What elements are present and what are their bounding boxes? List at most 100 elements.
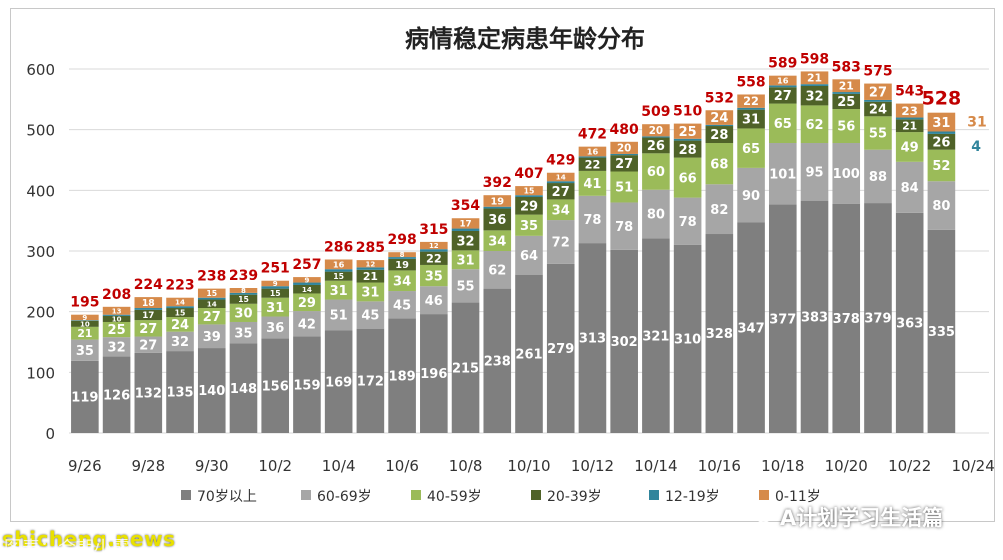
bar-segment xyxy=(642,124,670,137)
data-label: 302 xyxy=(611,335,638,350)
data-label: 32 xyxy=(457,234,475,249)
bar-segment xyxy=(102,337,131,357)
callout-label: 4 xyxy=(971,139,981,155)
bar-segment xyxy=(610,249,638,433)
x-tick-label: 10/20 xyxy=(825,457,868,475)
y-tick-label: 300 xyxy=(26,243,55,261)
bar-segment xyxy=(673,140,702,158)
data-label: 378 xyxy=(833,312,860,327)
data-label: 189 xyxy=(389,369,416,384)
data-label: 321 xyxy=(642,329,669,344)
data-label: 24 xyxy=(869,103,887,118)
bar-segment xyxy=(356,267,385,270)
data-label: 379 xyxy=(864,312,891,327)
callout-label: 31 xyxy=(967,115,986,131)
bar-segment xyxy=(895,161,924,213)
bar-segment xyxy=(578,146,607,157)
bar-segment xyxy=(388,318,416,433)
x-tick-label: 10/12 xyxy=(571,457,614,475)
total-label: 407 xyxy=(514,166,543,182)
data-label: 279 xyxy=(547,342,574,357)
data-label: 15 xyxy=(238,295,249,304)
total-label: 286 xyxy=(324,239,353,255)
data-label: 9 xyxy=(82,314,87,322)
bar-segment xyxy=(229,288,258,293)
bar-segment xyxy=(356,269,385,283)
x-tick-label: 10/16 xyxy=(698,457,741,475)
bar-segment xyxy=(166,317,194,332)
x-tick-label: 10/18 xyxy=(761,457,804,475)
data-label: 101 xyxy=(769,167,796,182)
total-label: 528 xyxy=(922,88,962,110)
data-label: 88 xyxy=(869,170,887,185)
data-label: 27 xyxy=(139,322,157,337)
data-label: 30 xyxy=(234,307,252,322)
data-label: 9 xyxy=(273,280,278,288)
total-label: 208 xyxy=(102,287,131,303)
bar-segment xyxy=(515,235,543,275)
bar-segment xyxy=(864,83,892,100)
data-label: 84 xyxy=(901,181,919,196)
bar-segment xyxy=(483,195,512,207)
data-label: 8 xyxy=(400,251,405,259)
legend-swatch xyxy=(301,490,311,500)
data-label: 347 xyxy=(737,321,764,336)
callouts: 31 4 xyxy=(967,115,986,155)
data-label: 15 xyxy=(333,272,344,281)
bar-segment xyxy=(610,155,638,172)
data-label: 27 xyxy=(203,310,221,325)
bar-segment xyxy=(927,112,956,132)
data-label: 95 xyxy=(805,166,823,181)
data-label: 41 xyxy=(583,177,601,192)
data-label: 32 xyxy=(171,335,189,350)
total-label: 509 xyxy=(641,104,670,120)
total-label: 429 xyxy=(546,153,575,169)
bar-segment xyxy=(642,153,670,190)
bar-segment xyxy=(705,143,734,185)
x-tick-label: 10/6 xyxy=(385,457,419,475)
data-label: 80 xyxy=(932,199,950,214)
legend-label: 60-69岁 xyxy=(317,489,372,505)
bar-segment xyxy=(134,352,163,433)
data-label: 36 xyxy=(266,321,284,336)
legend-label: 12-19岁 xyxy=(665,489,720,505)
total-label: 392 xyxy=(483,175,512,191)
wechat-icon xyxy=(748,504,772,523)
watermark-sub: 图表：合期小露 xyxy=(4,538,130,559)
data-label: 45 xyxy=(393,298,411,313)
bar-segment xyxy=(578,243,607,433)
data-label: 22 xyxy=(743,94,759,108)
data-label: 172 xyxy=(357,375,384,390)
bar-segment xyxy=(324,271,353,281)
bar-segment xyxy=(673,197,702,245)
data-label: 26 xyxy=(647,139,665,154)
data-label: 52 xyxy=(932,159,950,174)
data-label: 16 xyxy=(587,146,599,156)
bar-segment xyxy=(768,143,797,205)
bar-segment xyxy=(420,249,448,252)
data-label: 46 xyxy=(425,294,443,309)
data-label: 27 xyxy=(615,157,633,172)
data-label: 80 xyxy=(647,208,665,223)
bar-segment xyxy=(102,306,131,315)
bar-segment xyxy=(864,116,892,150)
x-axis: 9/26 9/28 9/30 10/2 10/4 10/6 10/8 10/10 10/12 10… xyxy=(68,457,994,475)
bar-segment xyxy=(420,241,448,250)
x-tick-label: 10/22 xyxy=(888,457,931,475)
bar-segment xyxy=(768,87,797,104)
bar-segment xyxy=(768,85,797,88)
bar-segment xyxy=(229,343,258,433)
bar-segment xyxy=(705,124,734,127)
bar-segment xyxy=(546,199,575,221)
data-label: 14 xyxy=(302,285,312,294)
bar-segment xyxy=(832,79,861,93)
data-label: 16 xyxy=(777,75,789,85)
data-label: 32 xyxy=(805,89,823,104)
bar-segment xyxy=(864,99,892,102)
bar-segment xyxy=(546,172,575,182)
bar-segment xyxy=(102,315,131,322)
bar-segment xyxy=(134,336,163,353)
data-label: 132 xyxy=(135,387,162,402)
bar-segment xyxy=(451,302,480,433)
x-tick-label: 10/24 xyxy=(952,457,994,475)
